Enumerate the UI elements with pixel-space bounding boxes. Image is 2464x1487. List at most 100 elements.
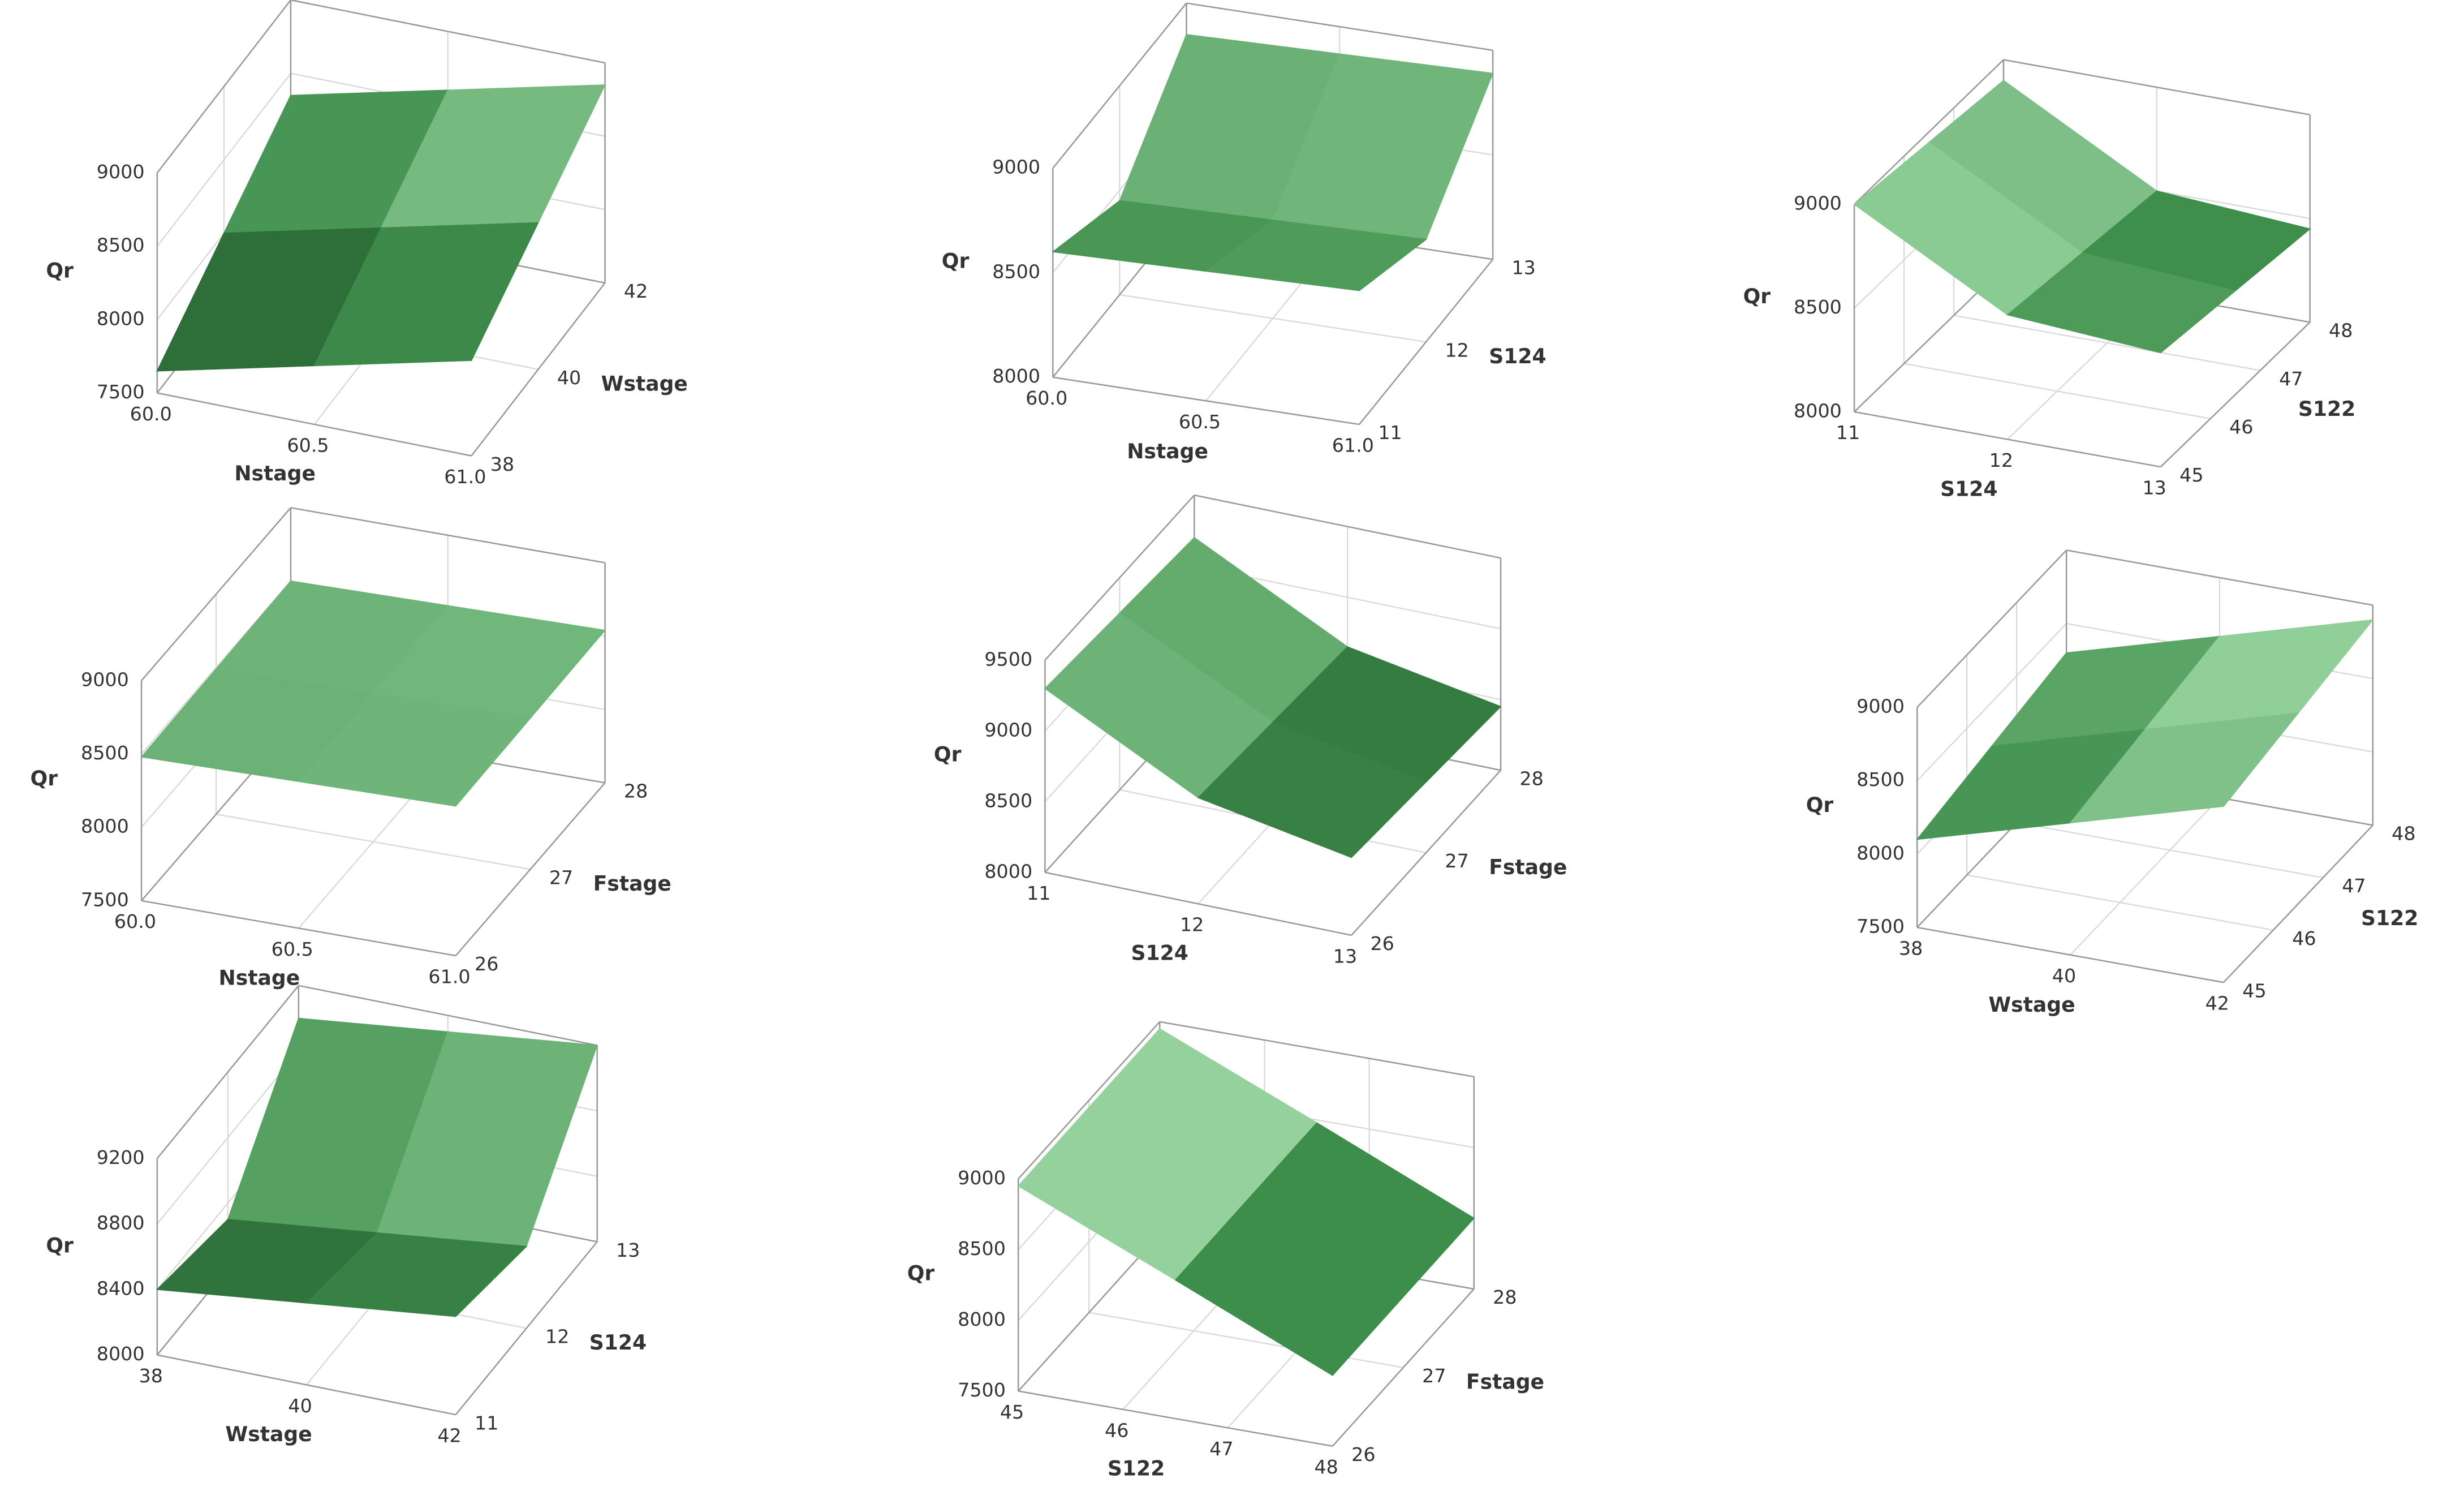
z-axis-label: Qr <box>1743 284 1771 308</box>
floor-grid-line <box>2070 797 2220 956</box>
surface-chart: 38 40 42 45 46 47 48 7500 8000 8500 9000 Wstage S122… <box>1806 549 2418 1017</box>
surface-chart: 60.0 60.5 61.038 40 42 7500 8000 8500 9000 Nstage… <box>46 0 688 488</box>
x-tick-label: 60.5 <box>287 434 329 456</box>
y-tick-label: 26 <box>1370 932 1394 955</box>
y-tick-label: 11 <box>1378 422 1402 444</box>
box-edge <box>141 900 456 957</box>
surface-patch <box>298 693 532 807</box>
box-edge <box>1045 871 1352 936</box>
x-tick-label: 38 <box>1899 937 1923 959</box>
box-edge <box>1194 494 1501 559</box>
x-axis-label: Nstage <box>234 461 316 485</box>
y-axis-label: Fstage <box>593 871 671 896</box>
y-axis-label: Fstage <box>1466 1370 1544 1394</box>
floor-grid-line <box>1089 1312 1403 1368</box>
y-tick-label: 42 <box>624 280 648 302</box>
floor-grid-line <box>2016 822 2324 879</box>
y-tick-label: 11 <box>475 1412 498 1434</box>
x-axis-label: S124 <box>1131 940 1188 965</box>
z-tick-label: 8000 <box>984 860 1032 882</box>
z-tick-label: 9000 <box>958 1167 1006 1189</box>
box-edge <box>1159 1021 1475 1078</box>
surface-patch <box>2006 252 2237 354</box>
y-tick-label: 12 <box>1445 339 1468 361</box>
x-tick-label: 13 <box>2142 476 2166 498</box>
z-tick-label: 9200 <box>97 1146 145 1168</box>
x-tick-label: 40 <box>288 1395 312 1417</box>
x-axis-label: Wstage <box>225 1422 312 1446</box>
y-tick-label: 13 <box>616 1239 640 1261</box>
z-tick-label: 9000 <box>984 719 1032 741</box>
y-tick-label: 38 <box>490 453 514 475</box>
box-edge <box>2160 321 2311 467</box>
y-tick-label: 46 <box>2229 416 2253 438</box>
z-tick-label: 8500 <box>984 789 1032 811</box>
y-axis-label: S122 <box>2298 397 2355 421</box>
x-tick-label: 60.0 <box>1026 387 1067 409</box>
side-grid-line <box>156 1050 299 1224</box>
y-tick-label: 28 <box>1493 1286 1517 1308</box>
box-edge <box>2003 59 2310 116</box>
floor-grid-line <box>1966 874 2274 931</box>
x-tick-label: 60.0 <box>130 403 172 425</box>
x-tick-label: 42 <box>2205 992 2229 1015</box>
z-tick-label: 7500 <box>1856 916 1905 938</box>
y-tick-label: 13 <box>1511 257 1535 279</box>
z-tick-label: 8500 <box>992 260 1040 282</box>
z-tick-label: 8000 <box>1794 399 1842 422</box>
floor-grid-line <box>1903 363 2211 419</box>
x-tick-label: 12 <box>1989 449 2013 471</box>
box-edge <box>1916 926 2224 983</box>
y-tick-label: 48 <box>2329 320 2353 342</box>
x-axis-label: S122 <box>1108 1456 1165 1480</box>
box-edge <box>2066 549 2373 606</box>
z-tick-label: 9000 <box>992 156 1040 178</box>
surface-chart: 11 12 13 26 27 28 8000 8500 9000 9500 S124 Fstage Qr <box>934 494 1567 967</box>
side-grid-line <box>1916 623 2067 781</box>
box-edge <box>1359 259 1494 425</box>
y-tick-label: 27 <box>549 866 573 888</box>
surface-chart: 11 12 13 45 46 47 48 8000 8500 9000 S124 S122 Qr <box>1743 59 2355 501</box>
z-tick-label: 7500 <box>81 888 129 910</box>
y-tick-label: 27 <box>1422 1365 1446 1387</box>
z-tick-label: 8000 <box>97 307 145 329</box>
y-axis-label: S122 <box>2361 906 2418 930</box>
x-axis-label: Nstage <box>1127 439 1208 463</box>
z-tick-label: 8000 <box>992 365 1040 387</box>
z-axis-label: Qr <box>1806 793 1834 817</box>
z-axis-label: Qr <box>907 1261 935 1285</box>
x-tick-label: 48 <box>1314 1456 1338 1478</box>
x-tick-label: 13 <box>1333 945 1357 967</box>
floor-grid-line <box>1119 294 1427 343</box>
y-tick-label: 27 <box>1445 850 1468 872</box>
x-tick-label: 47 <box>1209 1438 1233 1460</box>
side-grid-line <box>156 72 291 247</box>
box-edge <box>1044 495 1195 661</box>
box-edge <box>156 985 299 1159</box>
x-tick-label: 45 <box>1000 1401 1024 1423</box>
y-tick-label: 26 <box>475 953 498 975</box>
surface-patch <box>305 1232 528 1317</box>
box-edge <box>141 507 291 681</box>
box-edge <box>471 282 606 457</box>
x-axis-label: Nstage <box>219 966 300 990</box>
y-tick-label: 47 <box>2279 368 2303 390</box>
box-edge <box>1351 770 1501 936</box>
box-edge <box>455 782 606 956</box>
y-axis-label: S124 <box>589 1330 647 1355</box>
box-edge <box>455 1241 598 1416</box>
z-tick-label: 7500 <box>97 381 145 403</box>
z-tick-label: 7500 <box>958 1379 1006 1401</box>
box-edge <box>1332 1288 1475 1447</box>
surface-patch <box>1197 721 1427 858</box>
x-tick-label: 12 <box>1180 914 1204 936</box>
box-edge <box>1854 411 2161 468</box>
z-tick-label: 8000 <box>1856 842 1905 864</box>
z-axis-label: Qr <box>942 249 970 273</box>
box-edge <box>1186 2 1493 51</box>
surface-patch <box>313 222 539 367</box>
y-tick-label: 40 <box>557 367 581 389</box>
y-tick-label: 47 <box>2342 875 2366 897</box>
x-tick-label: 60.5 <box>1179 411 1221 433</box>
box-edge <box>157 392 472 457</box>
